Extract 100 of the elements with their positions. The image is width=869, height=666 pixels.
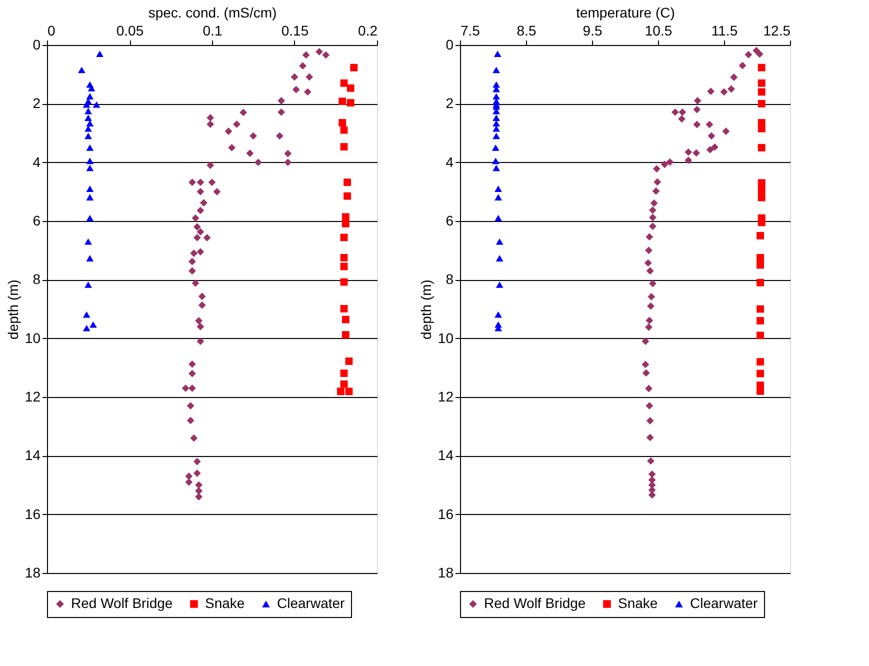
point — [304, 88, 312, 96]
point — [195, 487, 203, 495]
point — [193, 458, 201, 466]
point — [84, 132, 92, 140]
point — [86, 194, 94, 200]
point — [196, 338, 204, 345]
point — [344, 192, 352, 200]
legend-label: Clearwater — [277, 595, 346, 611]
point — [84, 108, 92, 114]
point — [193, 223, 201, 231]
y-tick-label: 4 — [32, 154, 41, 170]
point — [188, 384, 196, 392]
y-tick-label: 12 — [438, 388, 454, 404]
point — [182, 384, 190, 392]
point — [340, 254, 348, 262]
point — [206, 114, 214, 122]
point — [84, 114, 92, 121]
point — [228, 144, 236, 152]
point — [278, 108, 286, 116]
y-tick-label: 18 — [24, 564, 41, 580]
point — [316, 48, 323, 56]
point — [195, 317, 203, 324]
point — [82, 101, 90, 108]
y-tick-label: 10 — [438, 330, 454, 346]
point — [196, 228, 204, 236]
y-tick-label: 18 — [438, 564, 454, 580]
y-tick-label: 6 — [32, 212, 41, 228]
point — [192, 279, 200, 287]
point — [346, 84, 354, 92]
legend-label: Snake — [618, 595, 658, 611]
point — [190, 434, 198, 442]
legend-label: Clearwater — [690, 595, 758, 611]
point — [346, 99, 354, 106]
x-axis-title: spec. cond. (mS/cm) — [148, 4, 277, 20]
x-axis-title: temperature (C) — [576, 4, 675, 20]
point — [340, 370, 348, 377]
point — [345, 358, 353, 365]
y-tick-label: 0 — [32, 36, 41, 52]
x-tick-label: 0.05 — [116, 22, 144, 38]
point — [196, 178, 204, 186]
point — [299, 62, 306, 70]
y-tick-label: 14 — [24, 447, 41, 464]
x-tick-label: 0.15 — [281, 22, 309, 38]
point — [92, 101, 100, 108]
point — [200, 199, 208, 207]
point — [246, 150, 254, 157]
point — [340, 79, 348, 87]
point — [342, 213, 350, 221]
point — [278, 97, 286, 104]
point — [206, 162, 214, 169]
point — [185, 472, 193, 480]
point — [86, 93, 94, 100]
point — [86, 255, 94, 262]
point — [292, 86, 300, 94]
point — [240, 108, 248, 116]
point — [82, 324, 90, 332]
x-tick-label: 0.2 — [358, 22, 378, 38]
point — [195, 493, 203, 500]
point — [185, 478, 193, 486]
legend-label: Red Wolf Bridge — [71, 595, 173, 611]
point — [86, 120, 94, 127]
point — [336, 388, 344, 396]
point — [186, 416, 194, 424]
point — [78, 66, 86, 74]
point — [188, 370, 196, 378]
point — [86, 214, 94, 222]
point — [338, 119, 346, 126]
point — [186, 402, 194, 410]
point — [302, 51, 310, 59]
point — [340, 234, 348, 242]
point — [340, 126, 348, 134]
point — [213, 188, 221, 196]
point — [290, 73, 298, 81]
y-axis-title: depth (m) — [4, 280, 21, 340]
point — [188, 267, 196, 275]
point — [254, 158, 262, 166]
x-tick-label: 0 — [48, 22, 56, 38]
x-tick-label: 11.5 — [711, 22, 738, 38]
x-tick-label: 7.5 — [460, 22, 480, 38]
point — [340, 143, 348, 150]
point — [338, 98, 346, 106]
point — [342, 331, 350, 339]
point — [188, 258, 196, 266]
y-axis-title: depth (m) — [418, 280, 434, 340]
point — [86, 186, 94, 192]
point — [188, 360, 196, 368]
point — [86, 164, 94, 172]
point — [192, 214, 200, 222]
point — [284, 158, 292, 166]
point — [82, 311, 90, 318]
point — [84, 238, 92, 245]
y-tick-label: 0 — [446, 36, 454, 52]
point — [188, 178, 196, 186]
point — [250, 132, 257, 140]
point — [306, 73, 314, 81]
y-tick-label: 2 — [32, 95, 41, 112]
point — [322, 51, 330, 59]
point — [345, 388, 353, 396]
point — [86, 144, 94, 151]
point — [193, 234, 201, 242]
